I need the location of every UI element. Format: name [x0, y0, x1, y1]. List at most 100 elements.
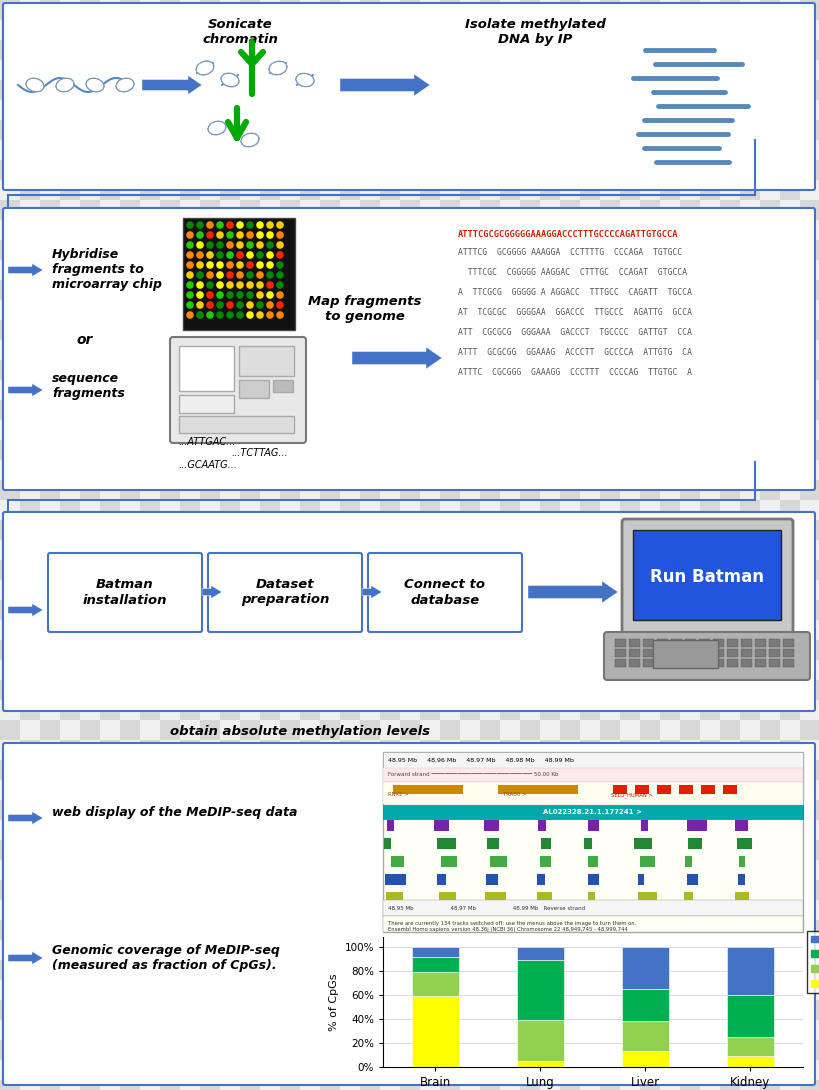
Bar	[100, 160, 120, 180]
Bar	[200, 900, 219, 920]
Bar	[140, 840, 160, 860]
Bar	[600, 560, 619, 580]
Bar	[419, 420, 440, 440]
Bar	[200, 1080, 219, 1090]
Bar	[719, 640, 739, 661]
Bar	[300, 860, 319, 880]
Bar	[699, 40, 719, 60]
Bar	[579, 400, 600, 420]
Bar	[360, 600, 379, 620]
Bar	[40, 580, 60, 600]
Bar	[619, 440, 639, 460]
Ellipse shape	[221, 73, 238, 87]
Bar	[779, 500, 799, 520]
Bar	[768, 649, 779, 657]
Bar	[0, 760, 20, 780]
Bar	[500, 740, 519, 760]
Bar	[459, 940, 479, 960]
Bar	[739, 960, 759, 980]
Bar	[340, 540, 360, 560]
Bar	[386, 892, 402, 903]
Bar	[120, 180, 140, 199]
Bar	[40, 700, 60, 720]
Bar	[40, 360, 60, 380]
Bar	[340, 400, 360, 420]
Circle shape	[196, 301, 204, 308]
Bar	[459, 480, 479, 500]
Bar	[279, 261, 300, 280]
Bar	[719, 900, 739, 920]
Bar	[140, 800, 160, 820]
Bar	[379, 1000, 400, 1020]
Bar	[80, 480, 100, 500]
Bar	[260, 180, 279, 199]
Bar	[639, 580, 659, 600]
Bar	[600, 520, 619, 540]
Bar	[619, 980, 639, 1000]
Bar	[600, 720, 619, 740]
Bar	[100, 60, 120, 80]
Bar	[120, 100, 140, 120]
Bar	[639, 1080, 659, 1090]
Bar	[619, 600, 639, 620]
Bar	[519, 1020, 540, 1040]
Bar	[379, 820, 400, 840]
Bar	[632, 530, 780, 620]
Bar	[779, 680, 799, 700]
Bar	[639, 600, 659, 620]
FancyBboxPatch shape	[622, 519, 792, 635]
Bar	[719, 500, 739, 520]
Bar	[619, 500, 639, 520]
Bar	[440, 960, 459, 980]
Bar	[340, 199, 360, 220]
Bar	[140, 580, 160, 600]
Bar	[479, 840, 500, 860]
Bar	[739, 460, 759, 480]
Bar	[100, 720, 120, 740]
Bar	[279, 220, 300, 240]
Bar	[639, 20, 659, 40]
Bar	[559, 80, 579, 100]
Bar	[100, 120, 120, 140]
Bar	[779, 1059, 799, 1080]
Bar	[360, 140, 379, 160]
Bar	[600, 0, 619, 20]
Bar	[180, 60, 200, 80]
Bar	[799, 680, 819, 700]
Circle shape	[216, 241, 224, 249]
Bar	[160, 300, 180, 320]
Bar	[0, 380, 20, 400]
Circle shape	[216, 271, 224, 279]
Bar	[60, 780, 80, 800]
Bar	[219, 661, 240, 680]
Bar	[160, 640, 180, 661]
Bar	[319, 820, 340, 840]
Bar	[419, 460, 440, 480]
Bar	[379, 460, 400, 480]
Bar	[540, 560, 559, 580]
Bar	[319, 780, 340, 800]
Bar	[240, 620, 260, 640]
Bar	[440, 1040, 459, 1059]
Bar	[699, 20, 719, 40]
Bar	[759, 300, 779, 320]
Ellipse shape	[26, 78, 43, 92]
Bar	[739, 940, 759, 960]
Bar	[360, 20, 379, 40]
Bar	[699, 1020, 719, 1040]
Bar	[100, 920, 120, 940]
Bar	[240, 640, 260, 661]
Bar	[200, 80, 219, 100]
Bar	[279, 580, 300, 600]
Bar	[719, 800, 739, 820]
Bar	[559, 220, 579, 240]
Bar	[300, 820, 319, 840]
Circle shape	[196, 291, 204, 299]
Bar	[379, 960, 400, 980]
Bar	[519, 980, 540, 1000]
Bar	[319, 700, 340, 720]
Bar	[180, 720, 200, 740]
Bar	[779, 360, 799, 380]
Bar	[799, 300, 819, 320]
Bar	[200, 500, 219, 520]
